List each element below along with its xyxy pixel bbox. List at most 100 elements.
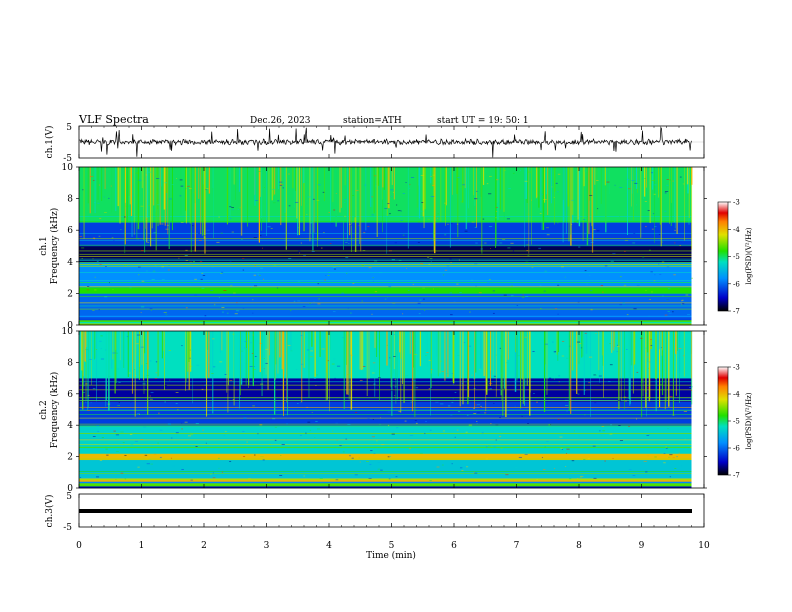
- spectrogram-speckle: [510, 295, 514, 297]
- spectrogram-speckle: [466, 414, 469, 416]
- spectrogram-band: [79, 401, 692, 426]
- spectrogram-speckle: [335, 422, 339, 424]
- spectrogram-speckle: [211, 373, 214, 374]
- spectrogram-streak: [426, 331, 428, 367]
- spectrogram-streak: [190, 331, 192, 372]
- spectrogram-speckle: [236, 302, 238, 304]
- spectrogram-streak: [686, 167, 689, 185]
- freq-tick-label: 0: [67, 484, 73, 494]
- spectrogram-speckle: [558, 376, 560, 377]
- spectrogram-speckle: [134, 369, 136, 370]
- spectrogram-speckle: [409, 395, 411, 396]
- spectrogram-speckle: [526, 249, 529, 251]
- spectrogram-speckle: [564, 399, 568, 401]
- spectrogram-line: [79, 449, 692, 450]
- spectrogram-lowfreq-stripe: [79, 318, 692, 321]
- spectrogram-streak: [505, 331, 507, 418]
- spectrogram-speckle: [306, 406, 309, 408]
- spectrogram-speckle: [190, 285, 192, 287]
- spectrogram-speckle: [252, 299, 254, 301]
- spectrogram-speckle: [669, 454, 673, 456]
- spectrogram-streak: [655, 331, 657, 380]
- spectrogram-streak: [523, 331, 525, 406]
- spectrogram-speckle: [394, 386, 397, 388]
- spectrogram-speckle: [289, 310, 292, 312]
- freq-tick-label: 2: [67, 289, 73, 299]
- spectrogram-speckle: [445, 373, 449, 374]
- spectrogram-streak: [542, 167, 545, 230]
- spectrogram-speckle: [595, 333, 597, 334]
- spectrogram-speckle: [279, 184, 283, 186]
- spectrogram-speckle: [626, 178, 630, 180]
- spectrogram-streak: [504, 331, 506, 389]
- spectrogram-speckle: [405, 375, 409, 377]
- spectrogram-streak: [688, 167, 690, 219]
- spectrogram-speckle: [521, 297, 525, 298]
- spectrogram-speckle: [185, 249, 188, 251]
- spectrogram-speckle: [608, 381, 611, 382]
- spectrogram-speckle: [372, 372, 375, 374]
- spectrogram-speckle: [690, 296, 692, 298]
- spectrogram-streak: [360, 331, 363, 371]
- spectrogram-streak: [562, 167, 564, 243]
- spectrogram-speckle: [393, 191, 395, 193]
- spectrogram-speckle: [295, 201, 299, 203]
- spectrogram-speckle: [239, 397, 242, 398]
- spectrogram-speckle: [437, 217, 439, 219]
- spectrogram-line: [79, 216, 692, 217]
- spectrogram-streak: [83, 331, 85, 387]
- spectrogram-speckle: [660, 383, 662, 385]
- spectrogram-speckle: [264, 187, 266, 188]
- spectrogram-streak: [145, 167, 146, 229]
- spectrogram-speckle: [435, 401, 439, 403]
- spectrogram-speckle: [259, 235, 262, 237]
- spectrogram-streak: [596, 167, 598, 216]
- spectrogram-speckle: [206, 229, 210, 231]
- spectrogram-streak: [396, 331, 398, 400]
- spectrogram-speckle: [584, 389, 586, 391]
- spectrogram-speckle: [379, 424, 381, 425]
- spectrogram-streak: [414, 331, 416, 417]
- spectrogram-streak: [480, 167, 482, 197]
- spectrogram-streak: [128, 167, 130, 196]
- spectrogram-speckle: [148, 204, 151, 206]
- spectrogram-speckle: [644, 178, 646, 179]
- spectrogram-speckle: [606, 181, 610, 183]
- spectrogram-speckle: [557, 173, 561, 175]
- spectrogram-line: [79, 302, 692, 304]
- spectrogram-streak: [344, 167, 346, 186]
- spectrogram-speckle: [229, 217, 232, 219]
- spectrogram-streak: [159, 167, 161, 217]
- spectrogram-streak: [502, 331, 504, 416]
- spectrogram-speckle: [561, 448, 563, 450]
- spectrogram-streak: [141, 331, 143, 365]
- colorbar-tick-label: -5: [733, 253, 740, 261]
- spectrogram-speckle: [170, 457, 172, 459]
- spectrogram-speckle: [452, 383, 454, 385]
- spectrogram-speckle: [140, 250, 144, 251]
- spectrogram-band: [79, 331, 692, 379]
- spectrogram-speckle: [576, 222, 579, 224]
- spectrogram-speckle: [508, 188, 511, 190]
- spectrogram-streak: [407, 167, 409, 249]
- spectrogram-speckle: [444, 234, 447, 236]
- spectrogram-speckle: [499, 347, 501, 349]
- spectrogram-streak: [130, 167, 133, 217]
- colorbar-tick-label: -4: [733, 226, 740, 234]
- spectrogram-speckle: [92, 258, 94, 260]
- spectrogram-line: [79, 244, 692, 246]
- spectrogram-speckle: [368, 267, 372, 269]
- spectrogram-speckle: [223, 434, 226, 436]
- spectrogram-speckle: [214, 304, 216, 306]
- spectrogram-line: [79, 399, 692, 401]
- spectrogram-speckle: [229, 380, 233, 381]
- spectrogram-streak: [212, 331, 214, 414]
- spectrogram-speckle: [246, 441, 248, 443]
- spectrogram-speckle: [417, 370, 419, 372]
- spectrogram-line: [79, 256, 692, 257]
- spectrogram-speckle: [309, 302, 311, 304]
- spectrogram-speckle: [396, 427, 399, 429]
- time-tick-label: 6: [451, 541, 457, 551]
- spectrogram-streak: [472, 167, 474, 200]
